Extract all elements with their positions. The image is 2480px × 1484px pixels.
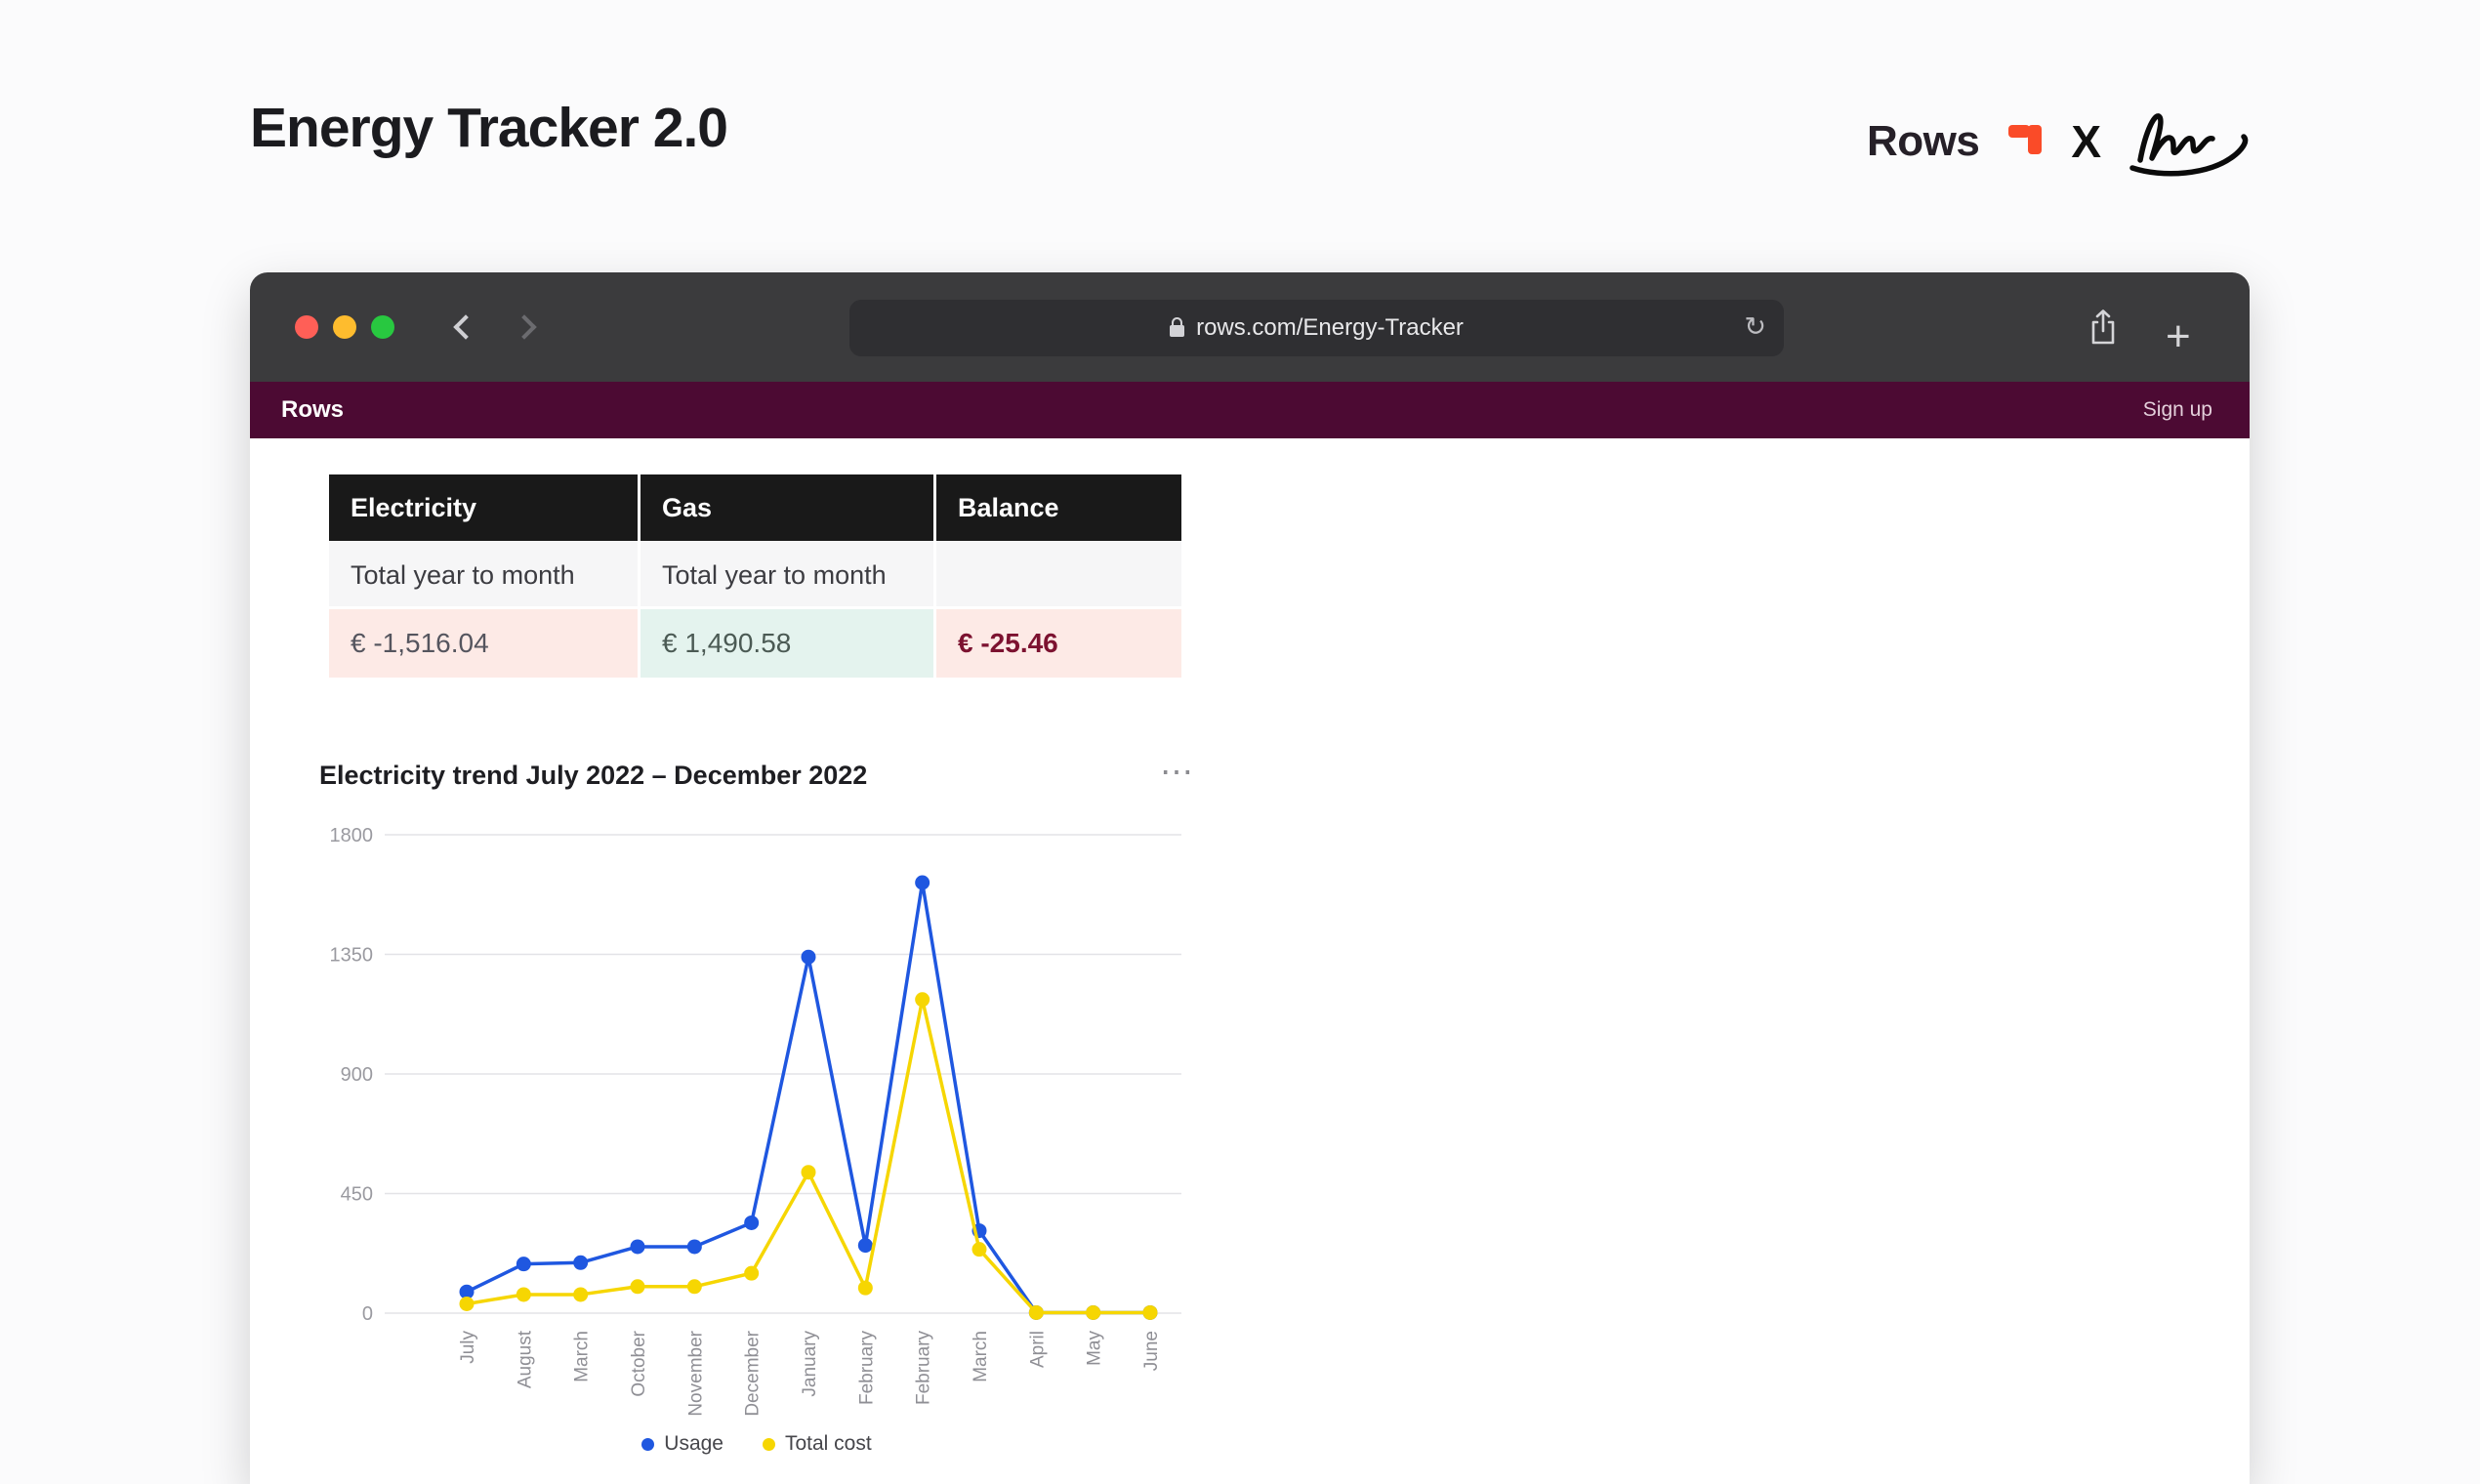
legend-label: Usage	[664, 1432, 723, 1455]
svg-text:August: August	[515, 1330, 535, 1388]
svg-text:May: May	[1085, 1331, 1105, 1366]
svg-text:February: February	[856, 1331, 877, 1406]
rows-logo-icon	[2008, 125, 2043, 154]
legend-item: Usage	[641, 1432, 723, 1456]
back-icon[interactable]	[453, 314, 478, 340]
brand-cluster: Rows X	[1867, 103, 2255, 181]
svg-text:February: February	[914, 1331, 934, 1406]
usage-legend-dot	[641, 1437, 655, 1451]
svg-text:March: March	[572, 1331, 593, 1382]
browser-window: rows.com/Energy-Tracker ↻ + Rows Sign up…	[250, 272, 2250, 1484]
svg-text:1350: 1350	[330, 945, 374, 967]
url-text: rows.com/Energy-Tracker	[1196, 314, 1464, 341]
rows-appbar: Rows Sign up	[250, 382, 2250, 438]
column-header: Electricity	[329, 474, 641, 541]
balance-total-cell: € -25.46	[936, 609, 1181, 678]
page-title: Energy Tracker 2.0	[250, 97, 728, 159]
reload-icon[interactable]: ↻	[1744, 311, 1766, 342]
legend-label: Total cost	[784, 1432, 872, 1455]
svg-text:0: 0	[362, 1303, 373, 1325]
address-bar[interactable]: rows.com/Energy-Tracker ↻	[849, 300, 1784, 356]
gas-total-cell: € 1,490.58	[641, 609, 936, 678]
sheet-content: Electricity Gas Balance Total year to mo…	[250, 438, 2250, 1484]
svg-text:December: December	[743, 1330, 764, 1416]
signature-logo	[2129, 113, 2249, 177]
rows-wordmark: Rows	[1866, 117, 1980, 165]
electricity-total-cell: € -1,516.04	[329, 609, 641, 678]
table-cell: Total year to month	[329, 541, 641, 609]
chart-legend: Usage Total cost	[322, 1432, 1191, 1456]
total-cost-legend-dot	[762, 1437, 775, 1451]
share-icon[interactable]	[2087, 308, 2119, 351]
svg-text:1800: 1800	[330, 825, 374, 846]
signup-link[interactable]: Sign up	[2142, 398, 2212, 421]
appbar-brand[interactable]: Rows	[281, 396, 345, 423]
svg-text:November: November	[685, 1330, 706, 1416]
lock-icon	[1170, 316, 1185, 337]
forward-icon[interactable]	[512, 314, 537, 340]
x-separator: X	[2071, 116, 2101, 167]
svg-text:April: April	[1027, 1331, 1048, 1368]
column-header: Gas	[641, 474, 936, 541]
browser-titlebar: rows.com/Energy-Tracker ↻ +	[250, 272, 2250, 382]
svg-text:January: January	[800, 1331, 820, 1397]
electricity-trend-chart: 0 450 900 1350 1800 July August March October Nov…	[322, 825, 1191, 1430]
close-window-button[interactable]	[295, 315, 318, 339]
chart-title: Electricity trend July 2022 – December 2…	[319, 761, 868, 790]
summary-table: Electricity Gas Balance Total year to mo…	[329, 474, 1181, 678]
svg-text:June: June	[1141, 1331, 1162, 1371]
svg-text:March: March	[971, 1331, 991, 1382]
svg-text:July: July	[458, 1331, 478, 1364]
svg-text:900: 900	[341, 1064, 373, 1086]
chart-menu-icon[interactable]: ⋯	[1160, 754, 1195, 791]
table-cell: Total year to month	[641, 541, 936, 609]
zoom-window-button[interactable]	[371, 315, 394, 339]
svg-text:450: 450	[341, 1184, 373, 1206]
svg-text:October: October	[629, 1330, 649, 1396]
column-header: Balance	[936, 474, 1181, 541]
table-cell	[936, 541, 1181, 609]
legend-item: Total cost	[762, 1432, 872, 1456]
window-controls	[295, 315, 394, 339]
minimize-window-button[interactable]	[333, 315, 356, 339]
new-tab-icon[interactable]: +	[2166, 312, 2191, 360]
